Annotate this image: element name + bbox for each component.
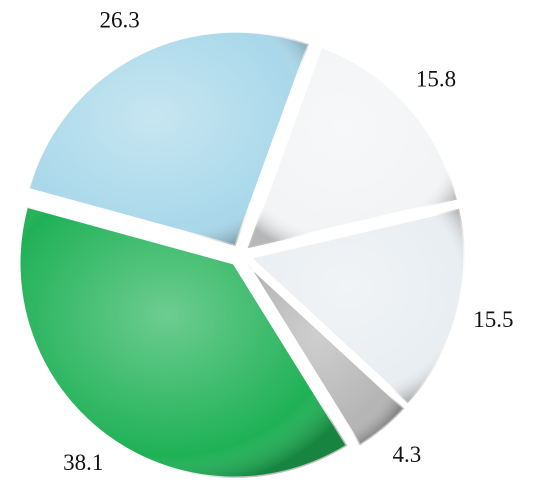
data-label: 38.1: [63, 450, 103, 475]
slice-shade: [247, 46, 457, 249]
data-label: 15.8: [416, 66, 456, 91]
data-label: 4.3: [393, 442, 422, 467]
slice-shade: [28, 31, 309, 247]
slice-shade: [246, 262, 405, 446]
slice-shade: [19, 206, 348, 479]
data-label: 15.5: [473, 307, 513, 332]
data-label: 26.3: [100, 8, 140, 33]
slice-shade: [249, 208, 465, 404]
